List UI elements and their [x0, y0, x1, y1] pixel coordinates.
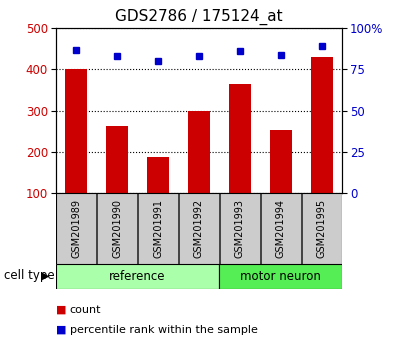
Bar — [106, 126, 129, 193]
Text: GSM201990: GSM201990 — [112, 199, 122, 258]
Bar — [179, 193, 219, 264]
Text: GSM201989: GSM201989 — [71, 199, 81, 258]
Text: motor neuron: motor neuron — [240, 270, 321, 282]
Text: GSM201995: GSM201995 — [317, 199, 327, 258]
Bar — [269, 130, 292, 193]
Bar — [147, 157, 169, 193]
Bar — [302, 193, 342, 264]
Text: GDS2786 / 175124_at: GDS2786 / 175124_at — [115, 9, 283, 25]
Bar — [310, 57, 333, 193]
Text: ■: ■ — [56, 305, 66, 315]
Text: GSM201993: GSM201993 — [235, 199, 245, 258]
Bar — [261, 193, 301, 264]
Text: GSM201992: GSM201992 — [194, 199, 204, 258]
Text: GSM201991: GSM201991 — [153, 199, 163, 258]
Bar — [188, 111, 210, 193]
Text: ▶: ▶ — [42, 270, 49, 280]
Bar — [56, 264, 219, 289]
Text: count: count — [70, 305, 101, 315]
Text: cell type: cell type — [4, 269, 55, 282]
Bar — [138, 193, 178, 264]
Text: percentile rank within the sample: percentile rank within the sample — [70, 325, 258, 335]
Text: GSM201994: GSM201994 — [276, 199, 286, 258]
Text: ■: ■ — [56, 325, 66, 335]
Bar — [229, 84, 251, 193]
Bar — [219, 264, 342, 289]
Bar — [97, 193, 137, 264]
Bar — [220, 193, 260, 264]
Text: reference: reference — [109, 270, 166, 282]
Bar — [65, 69, 88, 193]
Bar — [56, 193, 96, 264]
